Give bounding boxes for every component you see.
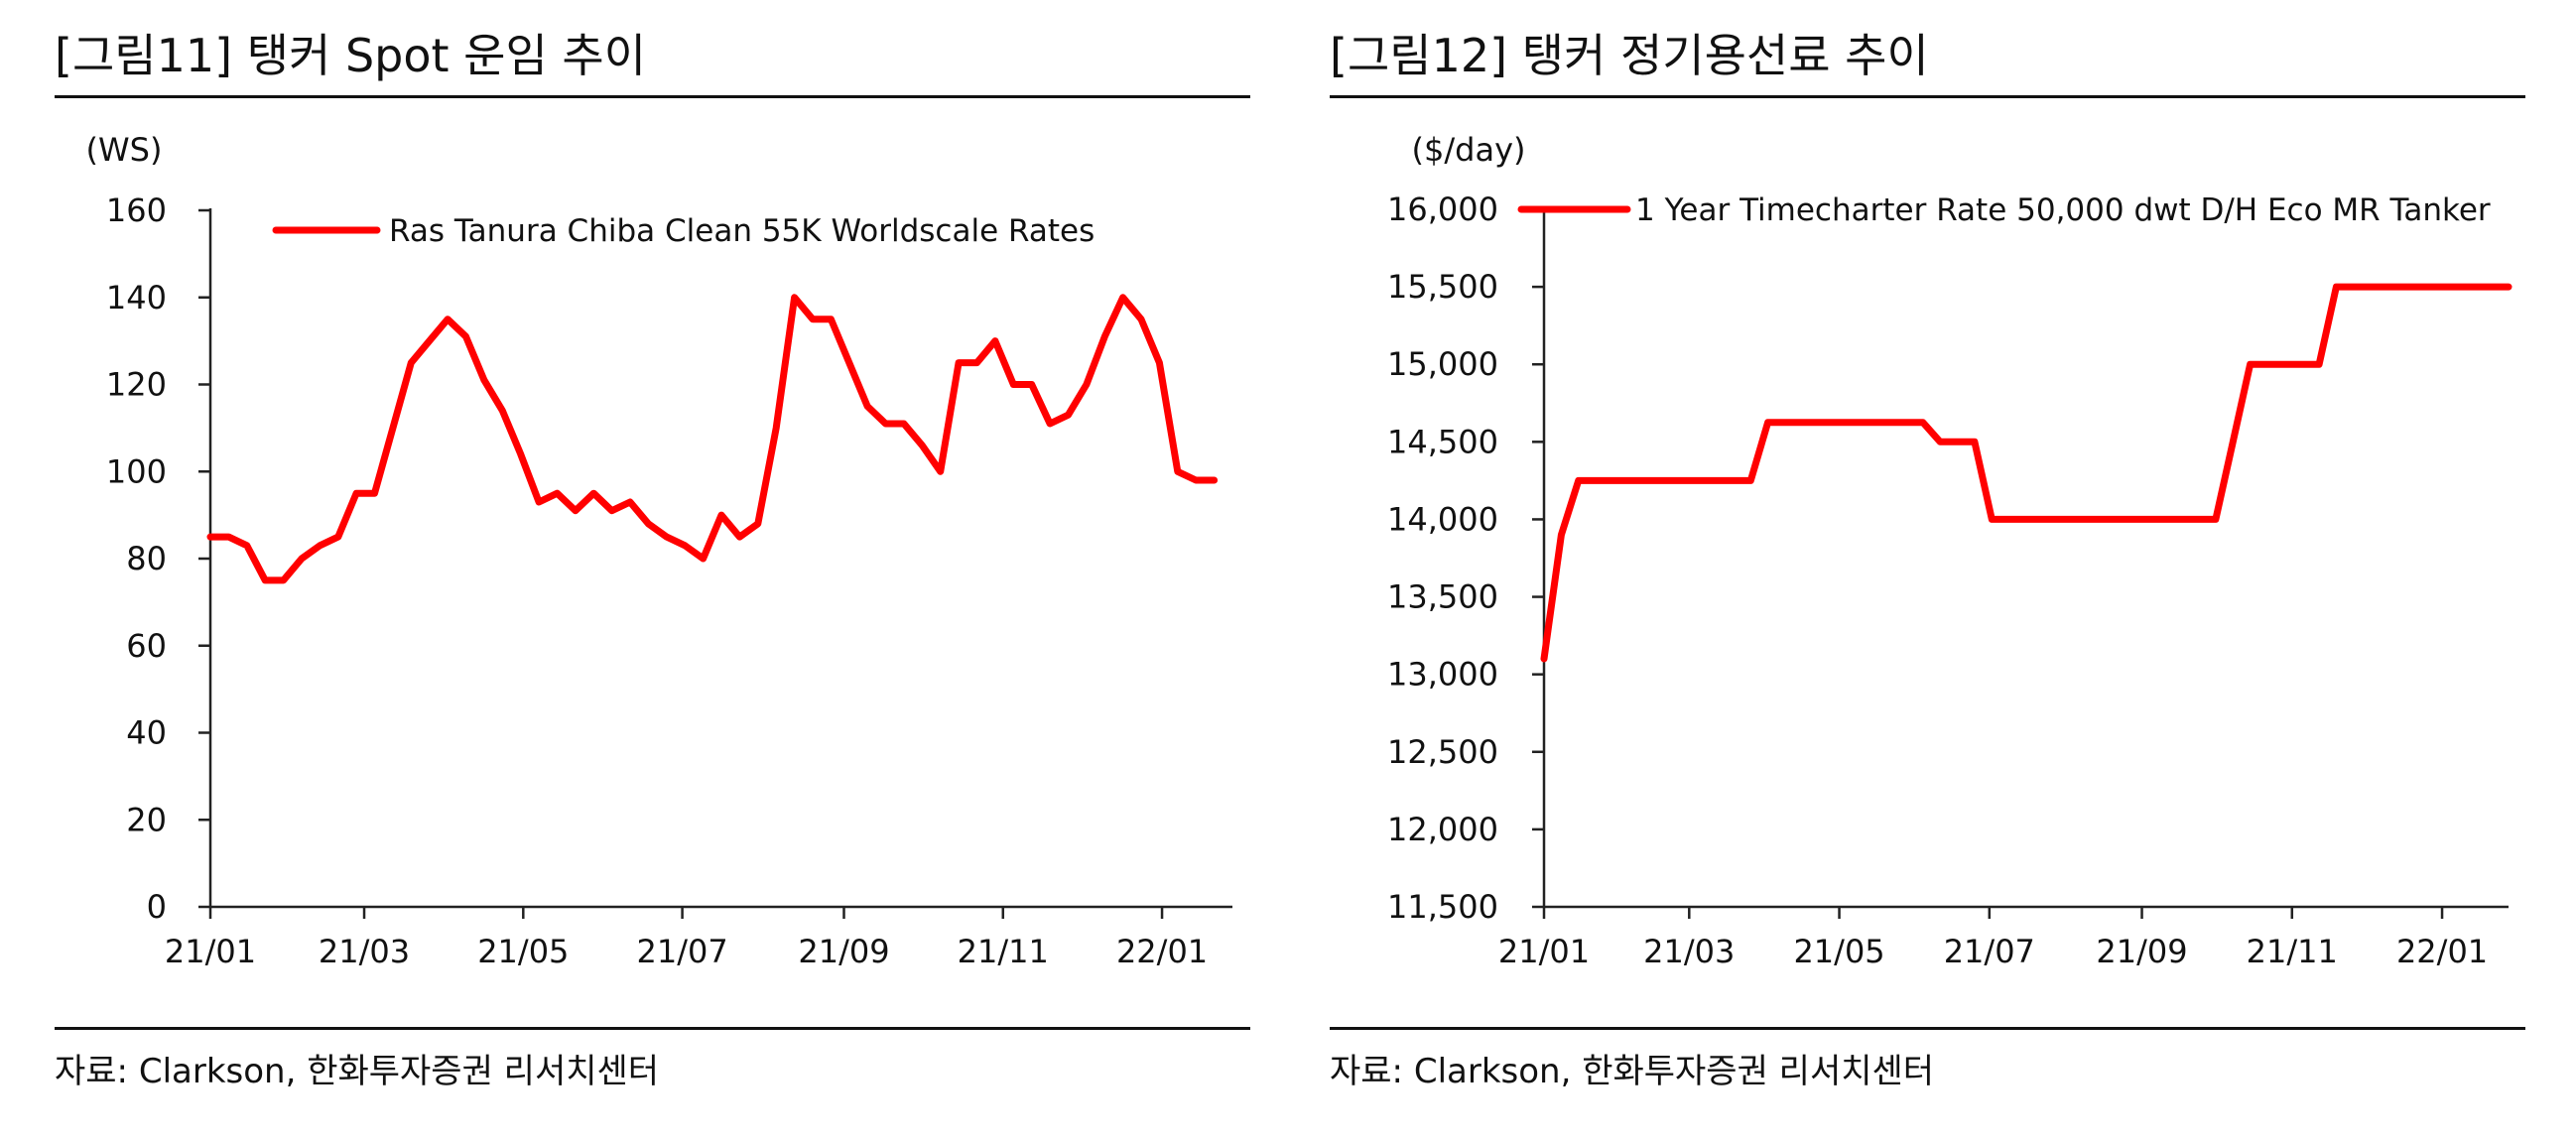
x-tick-label: 22/01 [1116, 933, 1208, 970]
source-note: 자료: Clarkson, 한화투자증권 리서치센터 [55, 1052, 660, 1091]
x-tick-label: 21/09 [798, 933, 889, 970]
legend-label: 1 Year Timecharter Rate 50,000 dwt D/H E… [1635, 192, 2491, 228]
x-tick-label: 21/07 [1944, 933, 2035, 970]
y-tick-label: 0 [147, 888, 167, 926]
x-tick-label: 21/09 [2096, 933, 2187, 970]
line-chart: ($/day) 11,500 12,000 12,500 13,000 13,500 14,… [1387, 131, 2512, 970]
y-tick-label: 16,000 [1387, 190, 1498, 228]
y-tick-label: 12,500 [1387, 733, 1498, 771]
top-rule [55, 95, 1250, 98]
bottom-rule [1330, 1027, 2525, 1030]
figure-title: [그림12] 탱커 정기용선료 추이 [1330, 29, 1929, 82]
y-tick-label: 20 [126, 801, 167, 838]
y-tick-label: 80 [126, 540, 167, 577]
x-tick-label: 21/01 [1498, 933, 1590, 970]
y-tick-label: 14,500 [1387, 423, 1498, 460]
source-note: 자료: Clarkson, 한화투자증권 리서치센터 [1330, 1052, 1935, 1091]
x-tick-label: 22/01 [2396, 933, 2488, 970]
x-tick-label: 21/11 [2247, 933, 2338, 970]
y-tick-label: 140 [106, 279, 167, 317]
y-tick-label: 15,500 [1387, 268, 1498, 306]
y-tick-label: 11,500 [1387, 888, 1498, 926]
x-tick-label: 21/07 [636, 933, 727, 970]
y-tick-label: 100 [106, 452, 167, 490]
y-tick-label: 40 [126, 714, 167, 752]
y-tick-label: 120 [106, 366, 167, 404]
x-tick-label: 21/05 [1793, 933, 1884, 970]
y-tick-label: 14,000 [1387, 500, 1498, 538]
line-chart: (WS) 0 20 40 60 80 100 120 140 160 21/01 21/03 21/05… [86, 131, 1232, 970]
bottom-rule [55, 1027, 1250, 1030]
y-tick-label: 12,000 [1387, 811, 1498, 848]
series-line [1540, 283, 2512, 663]
y-tick-label: 15,000 [1387, 345, 1498, 383]
y-axis-label: (WS) [86, 131, 163, 169]
top-rule [1330, 95, 2525, 98]
x-tick-label: 21/05 [477, 933, 569, 970]
x-tick-label: 21/03 [319, 933, 410, 970]
y-axis-label: ($/day) [1412, 131, 1526, 169]
x-tick-label: 21/03 [1643, 933, 1735, 970]
chart-panel-right: [그림12] 탱커 정기용선료 추이 ($/day) 11,500 12,000 12… [1288, 0, 2576, 1143]
y-tick-label: 13,000 [1387, 656, 1498, 694]
y-tick-label: 60 [126, 627, 167, 665]
y-tick-label: 13,500 [1387, 578, 1498, 616]
legend-label: Ras Tanura Chiba Clean 55K Worldscale Ra… [389, 213, 1095, 249]
figure-title: [그림11] 탱커 Spot 운임 추이 [55, 29, 647, 82]
x-tick-label: 21/01 [165, 933, 256, 970]
chart-panel-left: [그림11] 탱커 Spot 운임 추이 (WS) 0 20 40 60 80 100 120… [55, 29, 1250, 1091]
y-tick-label: 160 [106, 191, 167, 229]
x-tick-label: 21/11 [958, 933, 1049, 970]
series-line [206, 294, 1219, 584]
